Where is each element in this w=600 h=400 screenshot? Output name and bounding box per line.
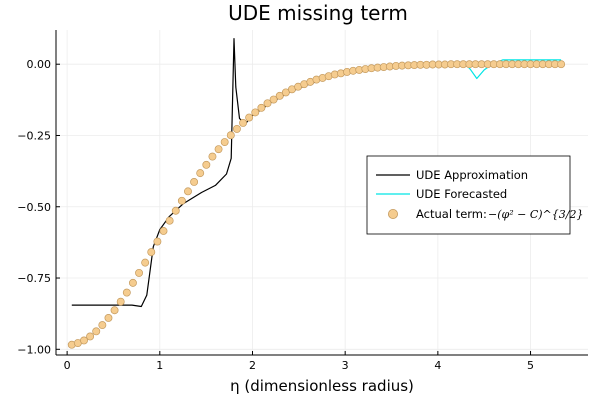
actual-point-24 <box>214 145 223 154</box>
legend: UDE Approximation UDE Forecasted Actual … <box>366 155 583 235</box>
legend-label-actual: Actual term: <box>416 207 487 221</box>
actual-point-6 <box>104 313 113 322</box>
actual-point-30 <box>251 108 260 117</box>
actual-point-35 <box>281 88 290 97</box>
actual-point-11 <box>135 268 143 277</box>
actual-point-23 <box>208 152 217 161</box>
actual-point-10 <box>128 278 137 287</box>
actual-point-4 <box>92 327 101 336</box>
actual-point-7 <box>110 306 119 315</box>
y-tick-labels: −1.00 −0.75 −0.50 −0.25 0.00 <box>17 58 51 356</box>
actual-point-9 <box>122 288 131 297</box>
actual-point-5 <box>98 321 107 330</box>
chart-title: UDE missing term <box>228 1 408 25</box>
actual-point-14 <box>153 237 162 246</box>
actual-point-17 <box>171 206 180 215</box>
actual-point-2 <box>80 336 88 345</box>
legend-label-forecasted: UDE Forecasted <box>416 187 507 201</box>
actual-point-80 <box>557 60 566 69</box>
actual-point-20 <box>190 178 199 186</box>
actual-point-31 <box>257 103 266 112</box>
actual-point-34 <box>275 91 284 100</box>
axes <box>55 30 588 356</box>
x-tick-labels: 0 1 2 3 4 5 <box>64 359 534 372</box>
x-tick-label-3: 3 <box>342 359 349 372</box>
actual-point-13 <box>147 248 156 257</box>
y-tick-label-3: −0.25 <box>17 129 51 142</box>
y-tick-label-1: −0.75 <box>17 272 51 285</box>
x-tick-label-4: 4 <box>434 359 441 372</box>
actual-point-25 <box>220 138 229 146</box>
x-tick-label-1: 1 <box>156 359 163 372</box>
legend-formula-actual: −(φ² − C)^{3/2} <box>488 208 583 221</box>
actual-point-29 <box>245 113 254 122</box>
actual-point-15 <box>159 227 168 235</box>
y-tick-label-4: 0.00 <box>27 58 52 71</box>
actual-point-27 <box>232 124 241 133</box>
legend-swatch-actual <box>387 208 398 219</box>
actual-point-26 <box>226 131 235 140</box>
actual-point-22 <box>202 160 211 169</box>
actual-point-12 <box>141 258 150 267</box>
series-actual-term <box>67 60 566 349</box>
actual-point-21 <box>196 169 205 178</box>
x-axis-title: η (dimensionless radius) <box>230 377 414 395</box>
x-tick-label-5: 5 <box>527 359 534 372</box>
legend-label-approximation: UDE Approximation <box>416 168 528 182</box>
actual-point-8 <box>116 297 125 306</box>
actual-point-16 <box>165 216 174 225</box>
y-tick-label-0: −1.00 <box>17 343 51 356</box>
actual-point-3 <box>86 332 95 341</box>
y-tick-label-2: −0.50 <box>17 201 51 214</box>
x-tick-label-2: 2 <box>249 359 256 372</box>
actual-point-28 <box>239 118 247 127</box>
actual-point-33 <box>269 95 278 104</box>
x-tick-label-0: 0 <box>64 359 71 372</box>
actual-point-32 <box>263 99 272 108</box>
actual-point-19 <box>184 187 192 196</box>
actual-point-18 <box>177 196 186 205</box>
legend-box <box>366 155 571 235</box>
